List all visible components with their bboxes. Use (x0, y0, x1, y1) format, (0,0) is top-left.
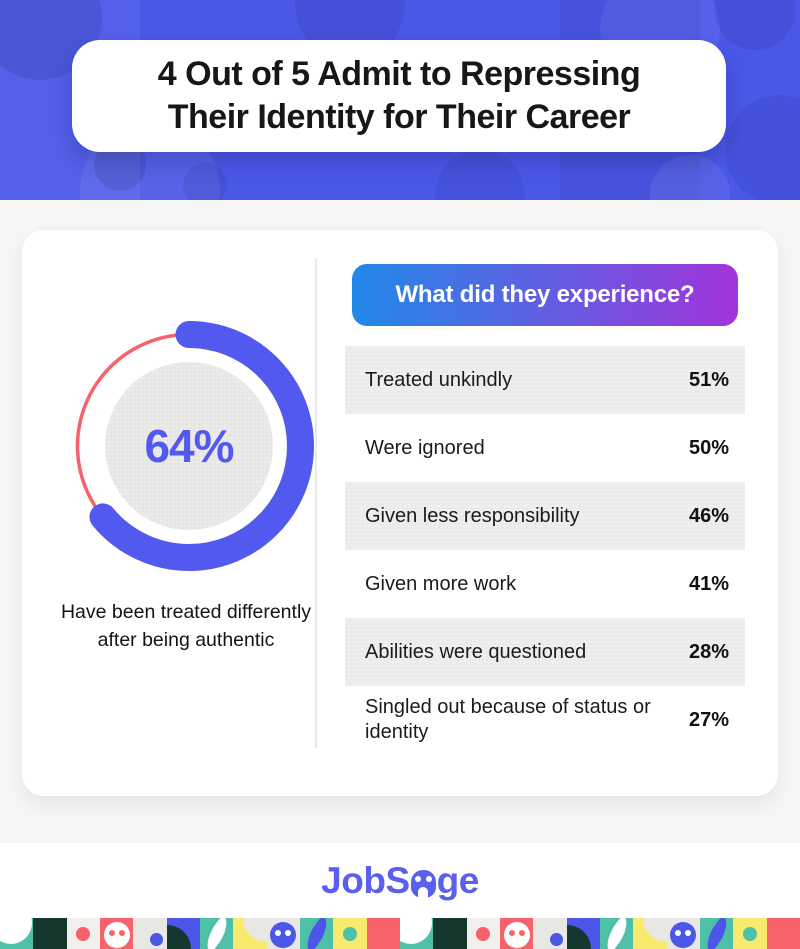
dot-shape (342, 926, 357, 941)
leaf-shape (299, 918, 334, 949)
experience-value: 51% (688, 368, 729, 391)
logo-text-prefix: JobS (321, 859, 410, 901)
experience-row: Given less responsibility 46% (345, 482, 745, 550)
mosaic-tile (466, 918, 500, 949)
content-card: 64% Have been treated differently after … (22, 230, 778, 796)
experience-label: Were ignored (365, 436, 485, 459)
mosaic-tile (499, 918, 534, 949)
donut-value-arc (64, 321, 314, 571)
mosaic-tile (233, 918, 267, 949)
experience-heading: What did they experience? (352, 264, 738, 326)
mosaic-tile (533, 918, 567, 949)
owl-eye-left (414, 875, 421, 882)
mosaic-tile (266, 918, 300, 949)
owl-eye (108, 930, 115, 937)
mosaic-tile (366, 918, 400, 949)
experience-label: Abilities were questioned (365, 640, 587, 663)
vertical-divider (315, 258, 317, 748)
experience-table: Treated unkindly 51% Were ignored 50% Given … (345, 346, 745, 754)
quarter-tr-shape (242, 918, 267, 942)
owl-eye (275, 930, 282, 937)
mosaic-tile (566, 918, 600, 949)
donut-inner-texture (105, 362, 273, 530)
mosaic-tile (166, 918, 200, 949)
owl-eye (675, 930, 682, 937)
mosaic-tile (766, 918, 800, 949)
owl-belly (418, 886, 429, 898)
mosaic-tile (399, 918, 434, 949)
leaf-shape (699, 918, 734, 949)
owl-eye-right (425, 875, 432, 882)
experience-value: 50% (688, 436, 729, 459)
mosaic-tile (66, 918, 100, 949)
mosaic-tile (433, 918, 467, 949)
donut-inner-circle (105, 362, 273, 530)
donut-chart: 64% (64, 321, 314, 571)
experience-value: 27% (688, 708, 729, 731)
logo-strip: JobS ge (0, 843, 800, 918)
owl-shape (270, 922, 297, 949)
experience-label: Given less responsibility (365, 504, 580, 527)
jobsage-logo: JobS ge (321, 860, 479, 902)
dot-br-shape (549, 933, 563, 946)
experience-row: Abilities were questioned 28% (345, 618, 745, 686)
donut-chart-svg (64, 321, 314, 571)
page-title-line-1: 4 Out of 5 Admit to Repressing (157, 54, 641, 93)
dot-br-shape (149, 933, 163, 946)
mosaic-tile (133, 918, 167, 949)
mosaic-tile (699, 918, 734, 949)
mosaic-tile (733, 918, 767, 949)
page-title-line-2: Their Identity for Their Career (167, 98, 631, 136)
dot-shape (742, 926, 757, 941)
experience-row: Given more work 41% (345, 550, 745, 618)
donut-center-value: 64% (144, 420, 234, 472)
header-band: 4 Out of 5 Admit to Repressing Their Ide… (0, 0, 800, 200)
quarter-bl-shape (166, 925, 191, 949)
owl-shape (503, 922, 530, 949)
mosaic-tile (199, 918, 234, 949)
experience-row: Singled out because of status or identit… (345, 686, 745, 754)
experience-label: Singled out because of status or identit… (365, 696, 651, 743)
circle-tl-shape (0, 918, 32, 944)
circle-tl-shape (399, 918, 432, 944)
dot-shape (476, 926, 491, 941)
quarter-tr-shape (642, 918, 667, 942)
experience-value: 46% (688, 504, 729, 527)
experience-value: 28% (688, 640, 729, 663)
owl-icon (410, 869, 436, 898)
experience-row: Were ignored 50% (345, 414, 745, 482)
mosaic-tile (599, 918, 634, 949)
owl-eye (518, 930, 525, 937)
title-card: 4 Out of 5 Admit to Repressing Their Ide… (72, 40, 726, 152)
leaf-shape (599, 918, 634, 949)
experience-value: 41% (688, 572, 729, 595)
quarter-bl-shape (566, 925, 591, 949)
leaf-shape (199, 918, 234, 949)
logo-text-suffix: ge (436, 859, 480, 901)
footer-mosaic (0, 918, 800, 949)
mosaic-tile (0, 918, 34, 949)
owl-eye (285, 930, 292, 937)
mosaic-tile (99, 918, 134, 949)
experience-label: Given more work (365, 572, 517, 595)
owl-eye (685, 930, 692, 937)
mosaic-tile (33, 918, 67, 949)
owl-eye (118, 930, 125, 937)
mosaic-tile (333, 918, 367, 949)
owl-shape (670, 922, 697, 949)
owl-shape (103, 922, 130, 949)
mosaic-tile (633, 918, 667, 949)
experience-label: Treated unkindly (365, 368, 513, 391)
experience-row: Treated unkindly 51% (345, 346, 745, 414)
mosaic-tile (299, 918, 334, 949)
dot-shape (76, 926, 91, 941)
mosaic-tile (666, 918, 700, 949)
owl-eye (508, 930, 515, 937)
stat-caption: Have been treated differently after bein… (60, 601, 312, 652)
